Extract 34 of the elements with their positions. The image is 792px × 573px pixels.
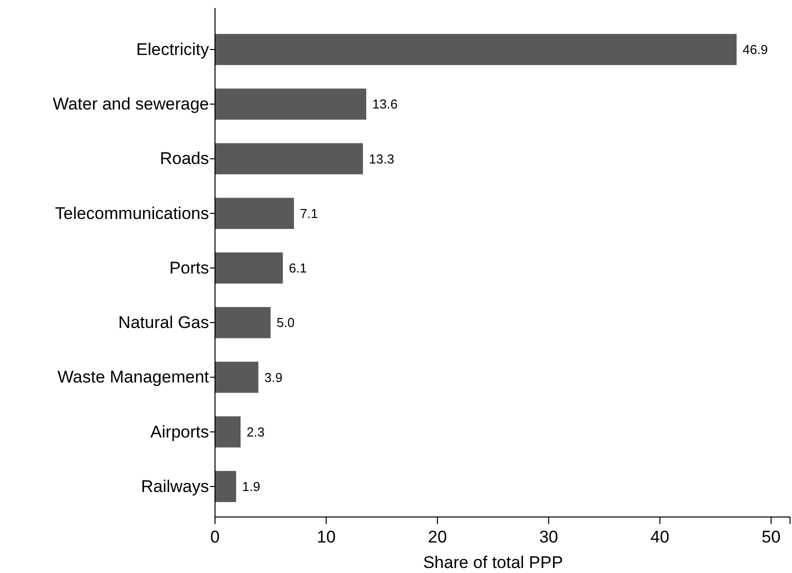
x-tick-label: 50 [762,527,781,546]
bar [215,198,294,229]
y-tick-label: Ports [169,258,209,278]
y-tick-label: Telecommunications [54,204,209,223]
data-label: 6.1 [288,260,307,276]
data-label: 7.1 [300,206,318,221]
x-tick-label: 0 [210,527,220,546]
bar [215,143,363,174]
data-label: 1.9 [242,479,260,494]
bar [215,362,258,393]
y-tick-label: Railways [140,476,209,496]
bar [215,34,737,66]
data-label: 13.6 [372,96,398,112]
x-axis-title: Share of total PPP [423,553,563,572]
bar [215,416,241,448]
y-tick-label: Roads [160,149,209,168]
x-tick-label: 30 [539,527,558,546]
bar [215,470,236,502]
data-label: 3.9 [264,370,282,385]
y-tick-label: Airports [150,422,209,442]
y-tick-label: Natural Gas [118,313,209,332]
x-tick-label: 20 [428,527,447,546]
x-tick-label: 10 [316,527,336,546]
y-tick-label: Water and sewerage [52,94,209,114]
x-tick-label: 40 [650,527,670,546]
y-tick-label: Electricity [136,40,210,59]
bar [215,88,366,120]
data-label: 13.3 [368,151,394,166]
y-tick-label: Waste Management [58,368,210,387]
data-label: 5.0 [276,315,295,330]
bar [215,252,283,284]
data-label: 46.9 [742,42,768,58]
bar [215,307,271,338]
data-label: 2.3 [246,424,265,440]
